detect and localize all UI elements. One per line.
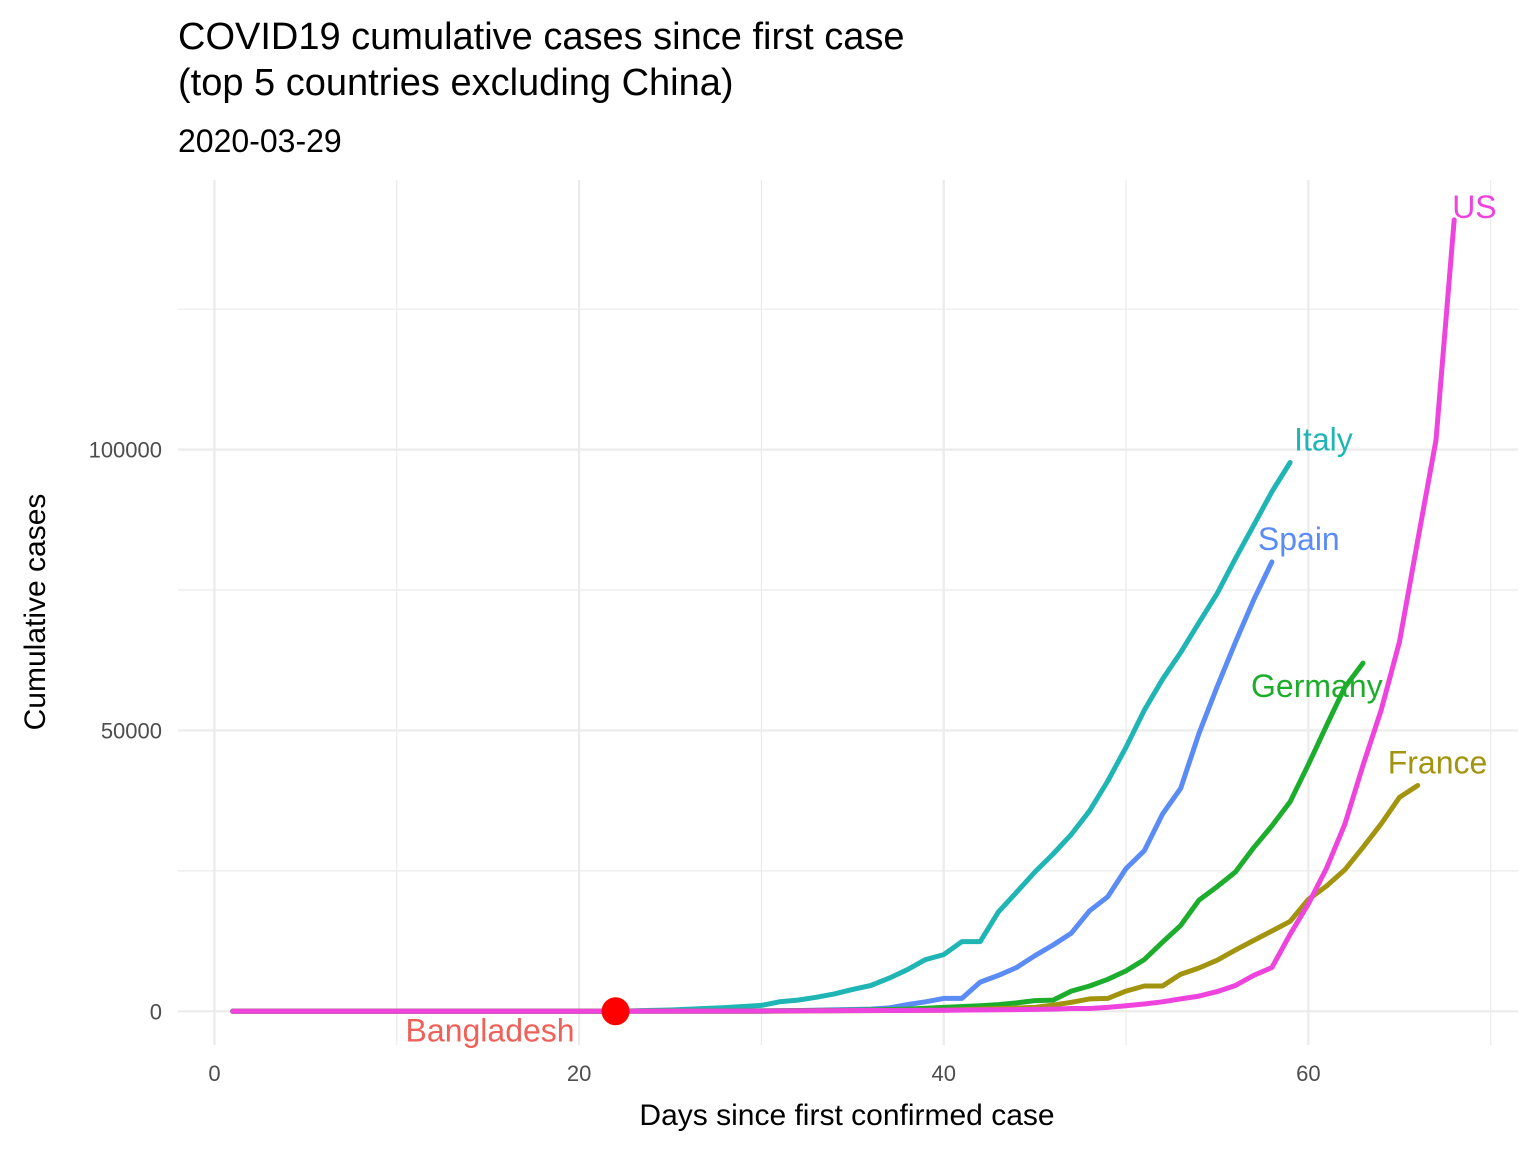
x-tick-label: 0 (208, 1061, 220, 1086)
y-axis-ticks: 0 50000 100000 (89, 438, 162, 1025)
series-line-germany (230, 660, 1366, 1014)
series-label-italy: Italy (1294, 422, 1353, 458)
series-label-bangladesh: Bangladesh (406, 1012, 575, 1048)
series-labels: Italy Spain Germany France US Bangladesh (406, 189, 1497, 1048)
chart-title-line-2: (top 5 countries excluding China) (178, 62, 734, 104)
minor-gridlines (178, 180, 1518, 1045)
y-axis-title: Cumulative cases (19, 494, 52, 731)
x-tick-label: 60 (1296, 1061, 1320, 1086)
chart-title: COVID19 cumulative cases since first cas… (178, 14, 905, 106)
x-tick-label: 40 (931, 1061, 955, 1086)
y-tick-label: 100000 (89, 438, 162, 463)
series-label-germany: Germany (1251, 668, 1383, 704)
series-label-france: France (1388, 745, 1488, 781)
y-tick-label: 0 (150, 999, 162, 1024)
series-line-france (230, 783, 1421, 1014)
y-tick-label: 50000 (101, 718, 162, 743)
marker-bangladesh (601, 997, 630, 1026)
series-label-us: US (1452, 189, 1496, 225)
series-line-italy (230, 460, 1293, 1014)
series-line-spain (230, 559, 1275, 1014)
series-lines (230, 217, 1457, 1026)
chart-subtitle: 2020-03-29 (178, 123, 342, 159)
series-line-us (230, 217, 1457, 1014)
series-label-spain: Spain (1258, 521, 1340, 557)
chart-title-line-1: COVID19 cumulative cases since first cas… (178, 16, 905, 58)
x-axis-title: Days since first confirmed case (639, 1099, 1054, 1132)
x-tick-label: 20 (567, 1061, 591, 1086)
x-axis-ticks: 0 20 40 60 (208, 1061, 1320, 1086)
